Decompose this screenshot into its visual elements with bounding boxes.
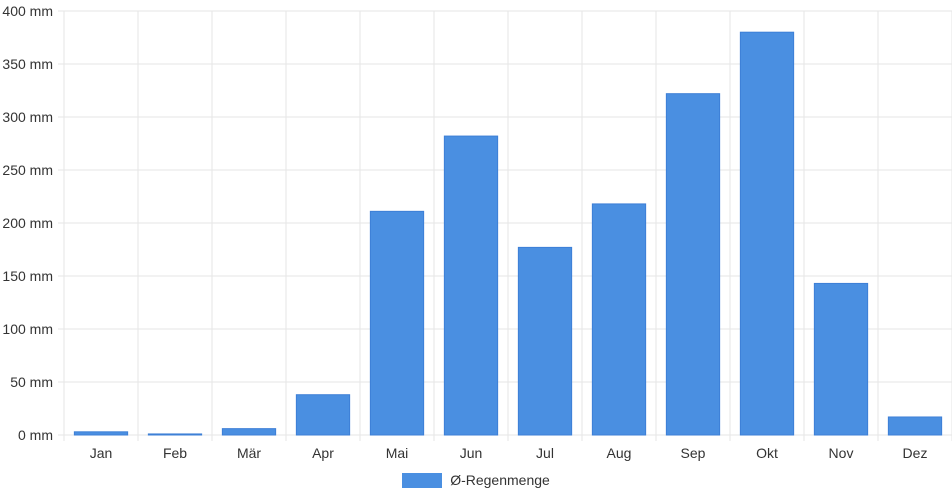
bar (739, 31, 795, 436)
x-tick-label: Dez (903, 445, 928, 461)
y-tick-label: 50 mm (10, 374, 53, 390)
x-tick-label: Aug (607, 445, 632, 461)
legend: Ø-Regenmenge (0, 472, 952, 488)
y-tick-label: 200 mm (2, 215, 53, 231)
bar (443, 135, 499, 436)
y-tick-label: 150 mm (2, 268, 53, 284)
y-tick-label: 350 mm (2, 56, 53, 72)
x-tick-label: Nov (829, 445, 854, 461)
x-tick-label: Feb (163, 445, 187, 461)
bar (813, 282, 869, 436)
x-tick-label: Jan (90, 445, 113, 461)
legend-label: Ø-Regenmenge (450, 472, 550, 488)
bar (665, 93, 721, 436)
y-tick-label: 100 mm (2, 321, 53, 337)
x-tick-label: Sep (681, 445, 706, 461)
y-tick-label: 300 mm (2, 109, 53, 125)
y-tick-label: 250 mm (2, 162, 53, 178)
bar (147, 433, 203, 436)
bar (73, 431, 129, 436)
bar (591, 203, 647, 436)
x-tick-label: Okt (756, 445, 778, 461)
bar (221, 428, 277, 436)
y-tick-label: 0 mm (18, 427, 53, 443)
x-tick-label: Mai (386, 445, 409, 461)
y-tick-label: 400 mm (2, 3, 53, 19)
x-tick-label: Jul (536, 445, 554, 461)
x-tick-label: Jun (460, 445, 483, 461)
x-tick-label: Apr (312, 445, 334, 461)
x-tick-label: Mär (237, 445, 261, 461)
bar (517, 246, 573, 436)
legend-swatch (402, 472, 443, 488)
bar (369, 210, 425, 436)
bar (887, 416, 943, 436)
bar (295, 394, 351, 436)
